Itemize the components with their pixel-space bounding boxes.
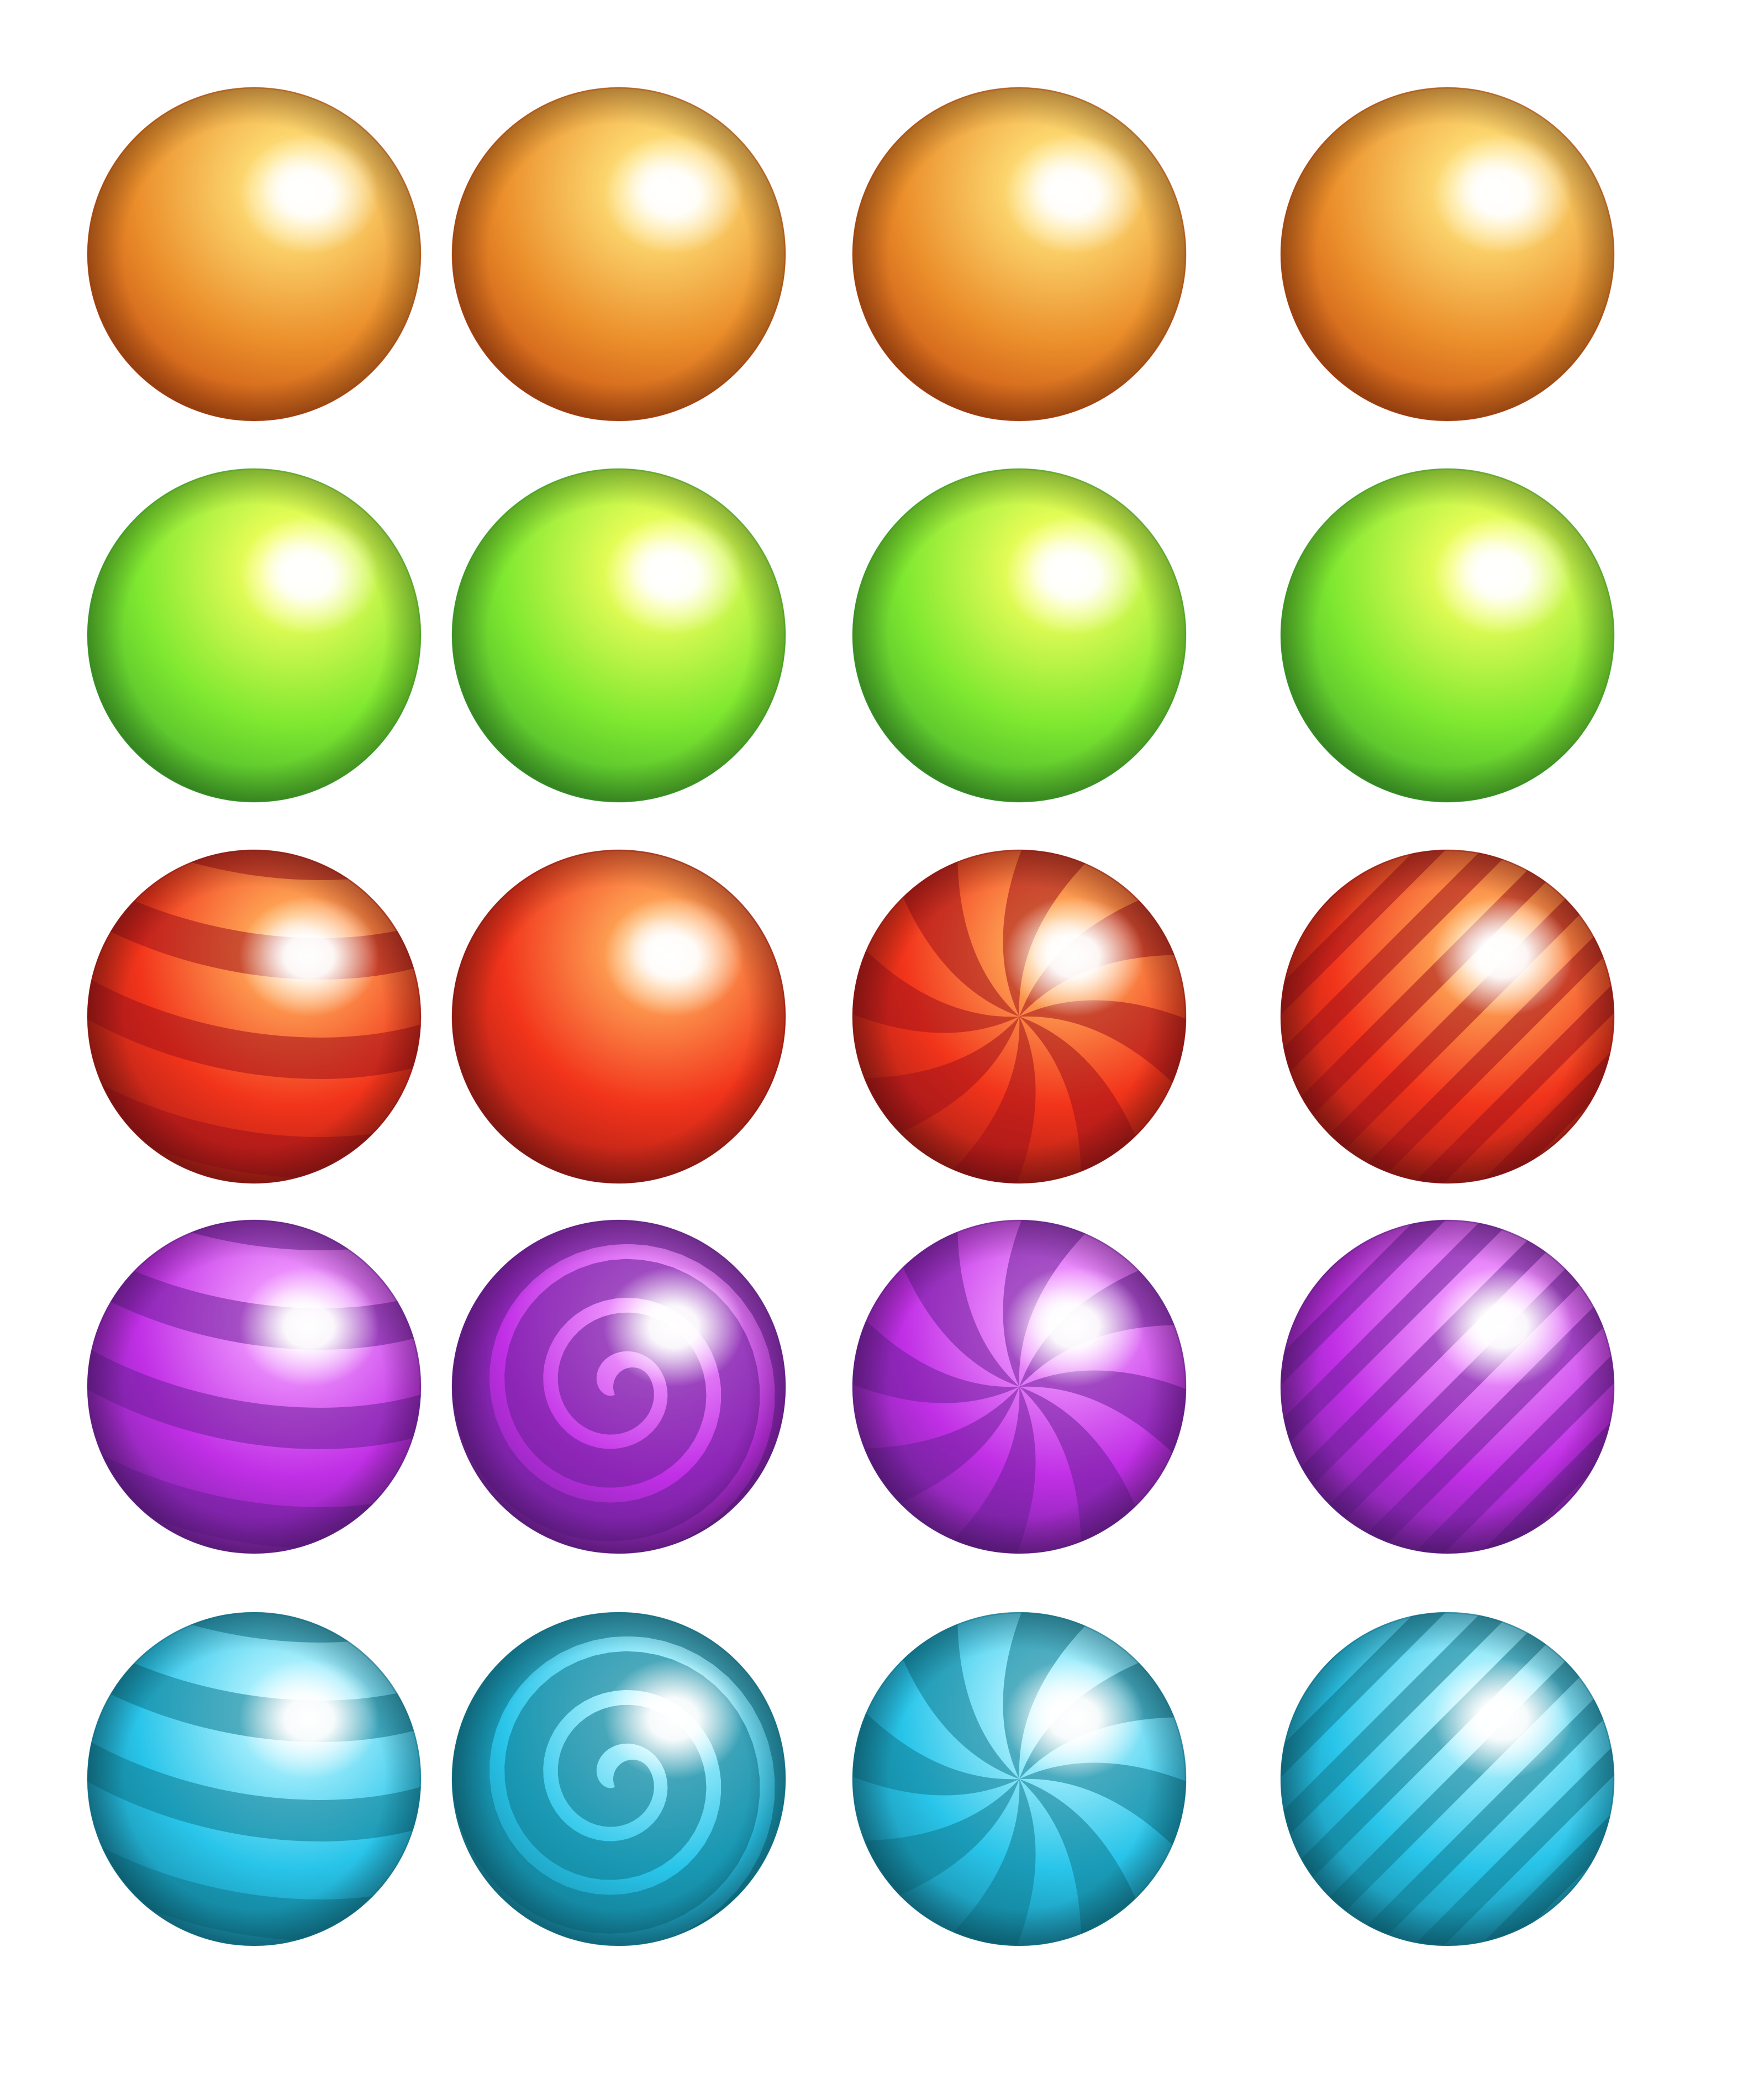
red-horizontal-stripes-ball — [85, 847, 424, 1186]
green-plain-ball — [850, 466, 1189, 805]
orange-plain-ball — [449, 85, 788, 424]
green-plain-ball — [85, 466, 424, 805]
orange-plain-ball — [85, 85, 424, 424]
orange-plain-ball — [1278, 85, 1617, 424]
red-plain-ball — [449, 847, 788, 1186]
red-pinwheel-ball — [850, 847, 1189, 1186]
cyan-pinwheel-ball — [850, 1609, 1189, 1949]
purple-horizontal-stripes-ball — [85, 1217, 424, 1556]
purple-diagonal-stripes-ball — [1278, 1217, 1617, 1556]
cyan-diagonal-stripes-ball — [1278, 1609, 1617, 1949]
purple-pinwheel-ball — [850, 1217, 1189, 1556]
cyan-spiral-ball — [449, 1609, 788, 1949]
red-diagonal-stripes-ball — [1278, 847, 1617, 1186]
cyan-horizontal-stripes-ball — [85, 1609, 424, 1949]
purple-spiral-ball — [449, 1217, 788, 1556]
orange-plain-ball — [850, 85, 1189, 424]
green-plain-ball — [449, 466, 788, 805]
green-plain-ball — [1278, 466, 1617, 805]
